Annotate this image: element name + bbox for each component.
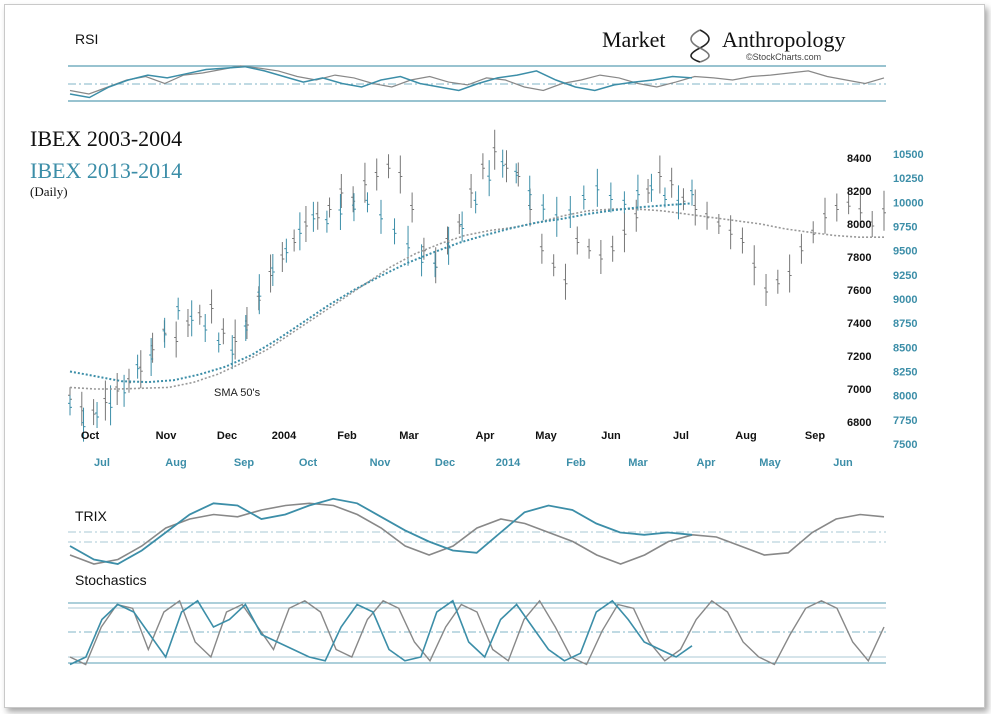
- trix-2013-line: [69, 497, 693, 565]
- title-2013: IBEX 2013-2014: [30, 158, 182, 183]
- sma50-2003-line: [69, 208, 884, 390]
- x-bottom-tick-label: Dec: [435, 457, 455, 469]
- x-bottom-tick-label: Mar: [628, 457, 648, 469]
- y-right-tick-label: 10500: [893, 149, 924, 161]
- title-2003: IBEX 2003-2004: [30, 126, 182, 151]
- y-right-tick-label: 8750: [893, 318, 917, 330]
- x-top-tick-label: Aug: [735, 430, 756, 442]
- x-bottom-tick-label: 2014: [496, 457, 521, 469]
- x-top-tick-label: Mar: [399, 430, 419, 442]
- trix-panel: TRIX: [68, 497, 886, 565]
- brand-name-left: Market: [602, 27, 666, 52]
- x-top-tick-label: Feb: [337, 430, 357, 442]
- y-right-tick-label: 10000: [893, 197, 924, 209]
- x-bottom-tick-label: Aug: [165, 457, 186, 469]
- trix-label: TRIX: [75, 508, 108, 524]
- stoch-2003-line: [69, 599, 885, 666]
- stoch-2013-line: [69, 599, 693, 666]
- rsi-2003-line: [69, 65, 885, 95]
- trix-2003-line: [69, 502, 885, 565]
- y-right-tick-label: 9250: [893, 270, 917, 282]
- source-label: ©StockCharts.com: [746, 52, 821, 62]
- x-top-tick-label: Jul: [673, 430, 689, 442]
- y-left-tick-label: 7400: [847, 318, 871, 330]
- x-bottom-tick-label: Apr: [697, 457, 717, 469]
- daily-note: (Daily): [30, 184, 68, 199]
- y-left-tick-label: 8000: [847, 219, 871, 231]
- x-top-tick-label: Dec: [217, 430, 237, 442]
- y-left-tick-label: 7200: [847, 351, 871, 363]
- x-top-tick-label: Oct: [81, 430, 100, 442]
- y-left-tick-label: 8400: [847, 153, 871, 165]
- y-right-tick-label: 9750: [893, 222, 917, 234]
- y-right-tick-label: 10250: [893, 173, 924, 185]
- x-bottom-tick-label: Jul: [94, 457, 110, 469]
- x-top-tick-label: Apr: [476, 430, 496, 442]
- brand-name-right: Anthropology: [722, 27, 845, 52]
- x-bottom-tick-label: Feb: [566, 457, 586, 469]
- x-bottom-tick-label: Sep: [234, 457, 254, 469]
- y-right-tick-label: 7750: [893, 415, 917, 427]
- x-top-tick-label: 2004: [272, 430, 297, 442]
- x-top-tick-label: May: [535, 430, 557, 442]
- y-right-tick-label: 8500: [893, 342, 917, 354]
- rsi-panel: RSI: [68, 31, 886, 102]
- ibex-2013-series-bars: [68, 149, 694, 442]
- x-top-tick-label: Nov: [156, 430, 178, 442]
- y-left-tick-label: 7800: [847, 252, 871, 264]
- dna-helix-icon: [690, 29, 710, 63]
- logo: Market Anthropology ©StockCharts.com: [602, 27, 845, 63]
- chart-frame: [4, 4, 985, 708]
- sma50-2013-line: [69, 202, 693, 384]
- y-left-tick-label: 7600: [847, 285, 871, 297]
- y-left-tick-label: 8200: [847, 186, 871, 198]
- rsi-2013-line: [69, 65, 693, 99]
- x-top-tick-label: Jun: [601, 430, 621, 442]
- y-right-tick-label: 8250: [893, 367, 917, 379]
- y-right-tick-label: 8000: [893, 391, 917, 403]
- y-right-tick-label: 7500: [893, 439, 917, 451]
- rsi-label: RSI: [75, 31, 98, 47]
- x-top-tick-label: Sep: [805, 430, 825, 442]
- x-bottom-tick-label: Oct: [299, 457, 318, 469]
- sma-annotation: SMA 50's: [214, 387, 261, 399]
- ibex-2003-series-bars: [68, 129, 886, 426]
- y-left-tick-label: 6800: [847, 417, 871, 429]
- y-right-tick-label: 9500: [893, 246, 917, 258]
- stochastics-label: Stochastics: [75, 572, 147, 588]
- stochastics-panel: Stochastics: [68, 572, 886, 666]
- y-left-tick-label: 7000: [847, 384, 871, 396]
- price-panel: [68, 129, 886, 442]
- x-bottom-tick-label: Nov: [370, 457, 392, 469]
- y-right-tick-label: 9000: [893, 294, 917, 306]
- x-bottom-tick-label: May: [759, 457, 781, 469]
- axis-labels: Oct Nov Dec 2004 Feb Mar Apr May Jun Jul Aug Sep Jul…: [81, 149, 924, 469]
- x-bottom-tick-label: Jun: [833, 457, 853, 469]
